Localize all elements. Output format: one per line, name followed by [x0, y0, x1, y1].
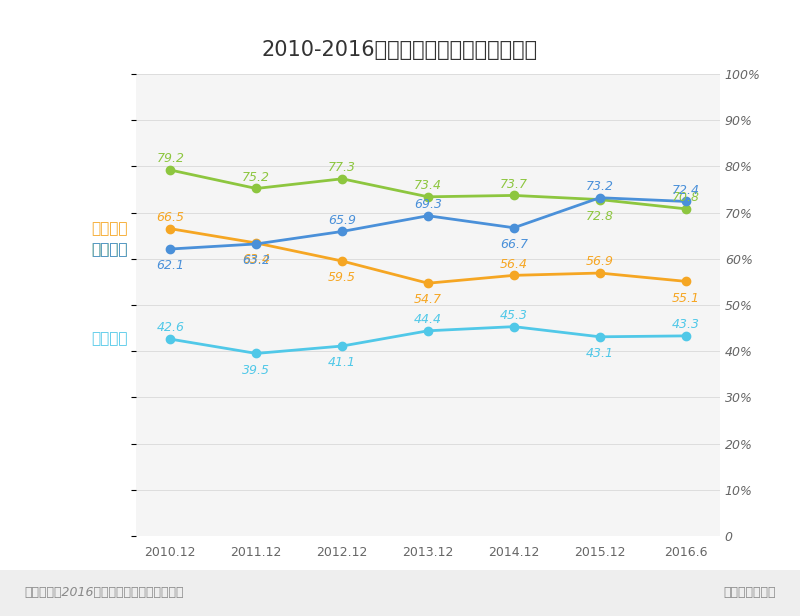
Text: 网络视频: 网络视频 [91, 242, 128, 257]
Text: 56.9: 56.9 [586, 256, 614, 269]
Text: 72.8: 72.8 [586, 210, 614, 223]
Text: 69.3: 69.3 [414, 198, 442, 211]
Text: 41.1: 41.1 [328, 356, 356, 369]
Text: 63.2: 63.2 [242, 254, 270, 267]
Text: 43.3: 43.3 [672, 318, 700, 331]
Text: 56.4: 56.4 [500, 257, 528, 271]
Text: 75.2: 75.2 [242, 171, 270, 184]
Text: 59.5: 59.5 [328, 271, 356, 284]
Text: 73.4: 73.4 [414, 179, 442, 192]
Text: 2010-2016年网络娱乐类应用用户使用率: 2010-2016年网络娱乐类应用用户使用率 [262, 40, 538, 60]
Text: 45.3: 45.3 [500, 309, 528, 322]
Text: 66.7: 66.7 [500, 238, 528, 251]
Text: 网络文学: 网络文学 [91, 331, 128, 347]
Text: 65.9: 65.9 [328, 214, 356, 227]
Text: 43.1: 43.1 [586, 347, 614, 360]
Text: 73.7: 73.7 [500, 178, 528, 191]
Text: 72.4: 72.4 [672, 184, 700, 197]
Text: 66.5: 66.5 [156, 211, 184, 224]
Text: 77.3: 77.3 [328, 161, 356, 174]
Text: 62.1: 62.1 [156, 259, 184, 272]
Text: 70.8: 70.8 [672, 191, 700, 205]
Text: 79.2: 79.2 [156, 152, 184, 166]
Text: 55.1: 55.1 [672, 291, 700, 304]
Text: 新华网数据新闻: 新华网数据新闻 [723, 586, 776, 599]
Text: 数据来源：2016中国网络视听发展研究报告: 数据来源：2016中国网络视听发展研究报告 [24, 586, 183, 599]
Text: 54.7: 54.7 [414, 293, 442, 306]
Text: 42.6: 42.6 [156, 322, 184, 334]
Text: 39.5: 39.5 [242, 363, 270, 376]
Text: 73.2: 73.2 [586, 180, 614, 193]
Text: 网络游戏: 网络游戏 [91, 221, 128, 236]
Text: 63.4: 63.4 [242, 253, 270, 266]
Text: 网络音乐: 网络音乐 [91, 242, 128, 257]
Text: 44.4: 44.4 [414, 313, 442, 326]
